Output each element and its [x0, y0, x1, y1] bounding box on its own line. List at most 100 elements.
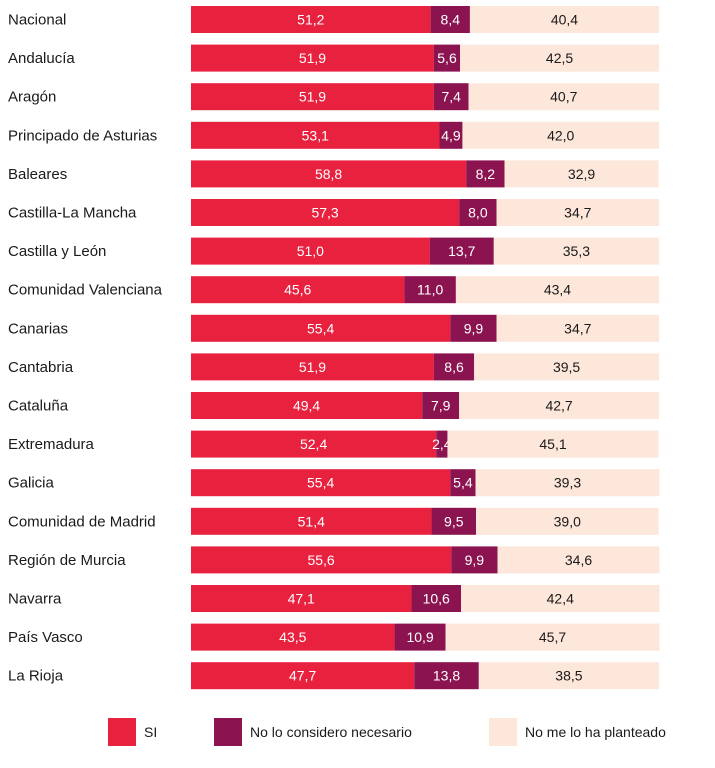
value-label-la-rioja-si: 47,7	[289, 668, 316, 684]
legend-label-no-lo-considero-necesario: No lo considero necesario	[250, 724, 412, 740]
category-label-castilla-la-mancha: Castilla-La Mancha	[8, 205, 137, 222]
bar-region-de-murcia-no-me-lo-ha-planteado	[497, 546, 660, 574]
category-label-andalucia: Andalucía	[8, 50, 75, 67]
bar-comunidad-de-madrid-no-me-lo-ha-planteado	[476, 507, 659, 535]
legend: SI No lo considero necesario No me lo ha p…	[108, 718, 666, 746]
bar-castilla-y-leon-si	[191, 237, 430, 265]
value-label-la-rioja-no-lo-considero-necesario: 13,8	[433, 668, 460, 684]
value-label-cantabria-no-me-lo-ha-planteado: 39,5	[553, 359, 580, 375]
legend-swatch-si	[108, 718, 136, 746]
category-label-extremadura: Extremadura	[8, 436, 95, 453]
value-label-principado-de-asturias-no-me-lo-ha-planteado: 42,0	[547, 127, 574, 143]
bar-region-de-murcia-no-lo-considero-necesario	[451, 546, 498, 574]
value-label-nacional-no-lo-considero-necesario: 8,4	[441, 12, 461, 28]
value-label-principado-de-asturias-si: 53,1	[302, 127, 329, 143]
bar-pais-vasco-si	[191, 623, 395, 651]
bar-aragon-no-me-lo-ha-planteado	[468, 83, 659, 111]
bar-principado-de-asturias-no-me-lo-ha-planteado	[462, 121, 659, 149]
value-label-comunidad-valenciana-no-lo-considero-necesario: 11,0	[417, 282, 443, 298]
value-label-castilla-y-leon-no-me-lo-ha-planteado: 35,3	[563, 243, 590, 259]
value-label-pais-vasco-no-me-lo-ha-planteado: 45,7	[539, 629, 566, 645]
bar-galicia-no-lo-considero-necesario	[450, 469, 476, 497]
bar-baleares-no-me-lo-ha-planteado	[504, 160, 659, 188]
legend-swatch-no-lo-considero-necesario	[214, 718, 242, 746]
bar-comunidad-valenciana-si	[191, 276, 405, 304]
bar-extremadura-si	[191, 430, 437, 458]
bar-principado-de-asturias-si	[191, 121, 440, 149]
bar-andalucia-si	[191, 44, 434, 72]
legend-swatch-no-me-lo-ha-planteado	[489, 718, 517, 746]
value-label-cantabria-si: 51,9	[299, 359, 326, 375]
bar-navarra-si	[191, 585, 412, 612]
value-label-extremadura-no-lo-considero-necesario: 2,4	[432, 436, 452, 452]
bar-comunidad-de-madrid-no-lo-considero-necesario	[431, 507, 477, 535]
bar-andalucia-no-me-lo-ha-planteado	[460, 44, 659, 72]
bar-la-rioja-no-me-lo-ha-planteado	[478, 662, 659, 690]
bar-region-de-murcia-si	[191, 546, 452, 574]
bar-canarias-no-me-lo-ha-planteado	[496, 314, 659, 342]
value-label-navarra-si: 47,1	[288, 591, 315, 607]
bar-navarra-no-lo-considero-necesario	[411, 585, 462, 612]
bars: 51,2 8,4 40,4 51,9 5,6 42,5 51,9 7,4 40,7 53,1 4,9…	[191, 6, 660, 690]
bar-canarias-si	[191, 314, 451, 342]
bar-nacional-no-lo-considero-necesario	[430, 6, 470, 33]
bar-nacional-no-me-lo-ha-planteado	[469, 6, 659, 33]
bar-cantabria-no-lo-considero-necesario	[433, 353, 475, 381]
bar-andalucia-no-lo-considero-necesario	[433, 44, 461, 72]
value-label-castilla-y-leon-si: 51,0	[297, 243, 324, 259]
value-label-comunidad-valenciana-no-me-lo-ha-planteado: 43,4	[544, 282, 571, 298]
category-label-aragon: Aragón	[8, 89, 56, 106]
bar-comunidad-valenciana-no-me-lo-ha-planteado	[455, 276, 659, 304]
bar-baleares-si	[191, 160, 467, 188]
bar-navarra-no-me-lo-ha-planteado	[461, 585, 660, 612]
value-label-andalucia-si: 51,9	[299, 50, 326, 66]
bar-cantabria-no-me-lo-ha-planteado	[474, 353, 659, 381]
bar-castilla-la-mancha-si	[191, 199, 460, 226]
category-label-navarra: Navarra	[8, 591, 62, 608]
category-label-galicia: Galicia	[8, 475, 55, 492]
value-label-comunidad-de-madrid-no-lo-considero-necesario: 9,5	[444, 513, 464, 529]
bar-aragon-si	[191, 83, 434, 111]
value-label-castilla-la-mancha-no-lo-considero-necesario: 8,0	[468, 205, 488, 221]
value-label-aragon-si: 51,9	[299, 89, 326, 105]
value-label-region-de-murcia-no-me-lo-ha-planteado: 34,6	[565, 552, 592, 568]
bar-cataluna-si	[191, 392, 423, 419]
bar-extremadura-no-me-lo-ha-planteado	[447, 430, 659, 458]
category-label-pais-vasco: País Vasco	[8, 629, 83, 646]
value-label-cantabria-no-lo-considero-necesario: 8,6	[444, 359, 464, 375]
category-label-la-rioja: La Rioja	[8, 668, 64, 685]
value-label-baleares-no-lo-considero-necesario: 8,2	[476, 166, 496, 182]
value-label-pais-vasco-si: 43,5	[279, 629, 306, 645]
value-label-comunidad-valenciana-si: 45,6	[284, 282, 311, 298]
value-label-baleares-si: 58,8	[315, 166, 342, 182]
bar-galicia-no-me-lo-ha-planteado	[475, 469, 660, 497]
value-label-la-rioja-no-me-lo-ha-planteado: 38,5	[555, 668, 582, 684]
category-labels: Nacional Andalucía Aragón Principado de Ast…	[8, 12, 163, 685]
bar-extremadura-no-lo-considero-necesario	[436, 430, 448, 458]
value-label-nacional-si: 51,2	[297, 12, 324, 28]
category-label-cantabria: Cantabria	[8, 359, 74, 376]
bar-la-rioja-si	[191, 662, 415, 690]
value-label-cataluna-no-lo-considero-necesario: 7,9	[431, 398, 451, 414]
value-label-cataluna-no-me-lo-ha-planteado: 42,7	[545, 398, 572, 414]
legend-label-no-me-lo-ha-planteado: No me lo ha planteado	[525, 724, 666, 740]
bar-comunidad-de-madrid-si	[191, 507, 432, 535]
bar-aragon-no-lo-considero-necesario	[433, 83, 469, 111]
value-label-navarra-no-me-lo-ha-planteado: 42,4	[547, 591, 574, 607]
value-label-andalucia-no-lo-considero-necesario: 5,6	[437, 50, 457, 66]
bar-cataluna-no-me-lo-ha-planteado	[459, 392, 659, 419]
value-label-aragon-no-lo-considero-necesario: 7,4	[441, 89, 461, 105]
bar-canarias-no-lo-considero-necesario	[450, 314, 497, 342]
bar-cantabria-si	[191, 353, 434, 381]
value-label-region-de-murcia-no-lo-considero-necesario: 9,9	[465, 552, 485, 568]
value-label-andalucia-no-me-lo-ha-planteado: 42,5	[546, 50, 573, 66]
value-label-comunidad-de-madrid-si: 51,4	[298, 513, 325, 529]
value-label-galicia-si: 55,4	[307, 475, 334, 491]
category-label-principado-de-asturias: Principado de Asturias	[8, 127, 157, 144]
category-label-baleares: Baleares	[8, 166, 67, 183]
category-label-region-de-murcia: Región de Murcia	[8, 552, 126, 569]
value-label-region-de-murcia-si: 55,6	[307, 552, 334, 568]
value-label-castilla-y-leon-no-lo-considero-necesario: 13,7	[448, 243, 475, 259]
value-label-comunidad-de-madrid-no-me-lo-ha-planteado: 39,0	[554, 513, 581, 529]
